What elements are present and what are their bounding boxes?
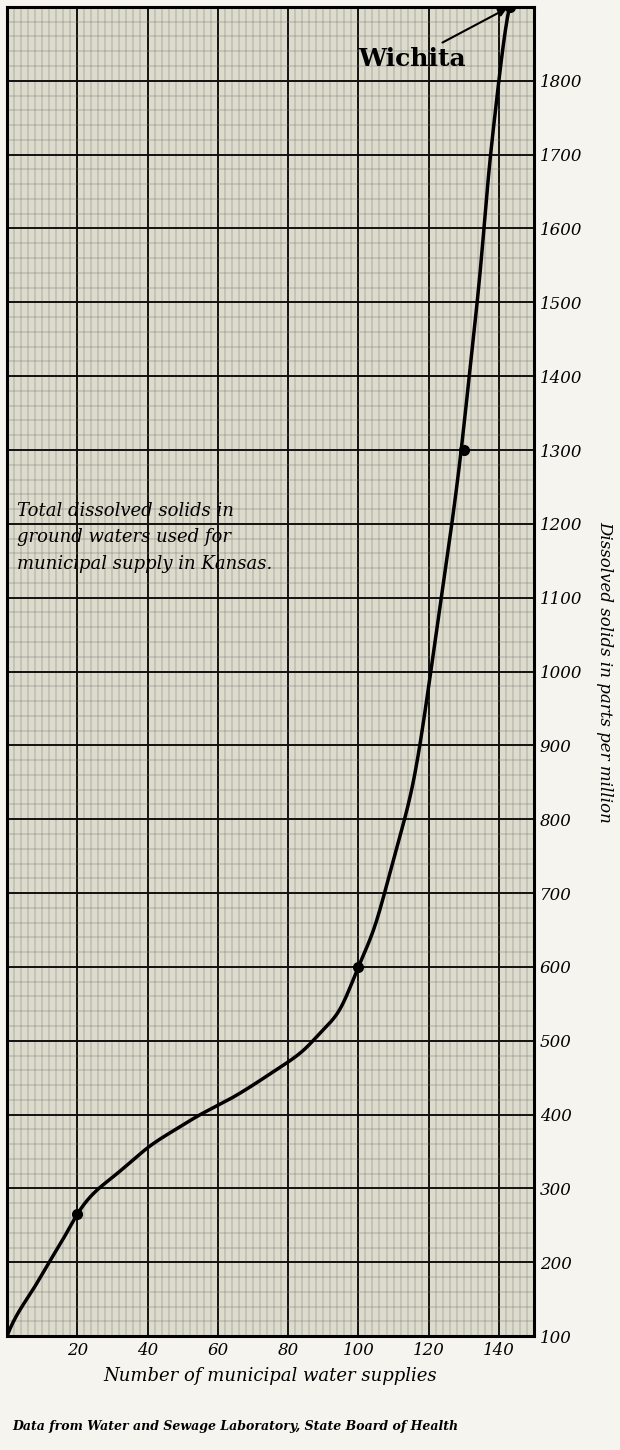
- X-axis label: Number of municipal water supplies: Number of municipal water supplies: [104, 1367, 437, 1385]
- Y-axis label: Dissolved solids in parts per million: Dissolved solids in parts per million: [596, 521, 613, 822]
- Text: Data from Water and Sewage Laboratory, State Board of Health: Data from Water and Sewage Laboratory, S…: [12, 1420, 459, 1433]
- Text: Total dissolved solids in
ground waters used for
municipal supply in Kansas.: Total dissolved solids in ground waters …: [17, 502, 273, 573]
- Text: Wichita: Wichita: [358, 9, 505, 71]
